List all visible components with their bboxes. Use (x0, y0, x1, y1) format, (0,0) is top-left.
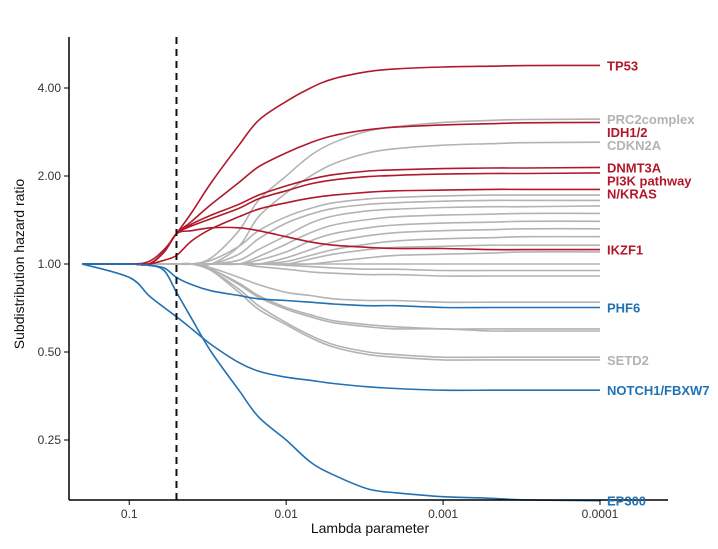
series-line-ikzf1 (82, 226, 600, 266)
series-line-notch1-fbxw7 (81, 263, 600, 392)
series-label: IKZF1 (607, 243, 643, 258)
series-line-pi3k-pathway (82, 172, 601, 266)
neutral-series-group (82, 118, 601, 361)
series-label: PI3K pathway (607, 173, 692, 188)
series-label: TP53 (607, 58, 638, 73)
y-tick-label: 2.00 (38, 169, 62, 183)
y-axis-ticks: 0.25 0.50 1.00 2.00 4.00 (38, 81, 69, 447)
series-line-n-kras (82, 188, 600, 266)
series-label: PRC2complex (607, 112, 695, 127)
series-label: CDKN2A (607, 138, 662, 153)
x-axis-ticks: 0.1 0.01 0.001 0.0001 (121, 500, 619, 521)
series-label: SETD2 (607, 353, 649, 368)
series-line-phf6 (81, 263, 600, 309)
series-label: NOTCH1/FBXW7 (607, 383, 710, 398)
y-tick-label: 4.00 (38, 81, 62, 95)
series-line-setd2 (82, 262, 600, 361)
series-line-unlabeled (82, 262, 600, 359)
x-tick-label: 0.0001 (582, 507, 619, 521)
x-tick-label: 0.001 (428, 507, 458, 521)
y-tick-label: 1.00 (38, 257, 62, 271)
y-tick-label: 0.50 (38, 345, 62, 359)
series-label: EP300 (607, 494, 646, 509)
x-tick-label: 0.01 (274, 507, 298, 521)
series-line-unlabeled (82, 220, 601, 266)
series-line-unlabeled (82, 262, 600, 304)
y-tick-label: 0.25 (38, 433, 62, 447)
x-axis-title: Lambda parameter (311, 520, 430, 536)
series-label: DNMT3A (607, 160, 662, 175)
highlighted-series-group (81, 64, 601, 502)
series-line-cdkn2a (82, 141, 601, 267)
series-label: PHF6 (607, 300, 640, 315)
series-line-tp53 (81, 64, 601, 265)
series-label: N/KRAS (607, 186, 657, 201)
series-label: IDH1/2 (607, 125, 647, 140)
series-line-prc2complex (82, 118, 601, 266)
x-tick-label: 0.1 (121, 507, 138, 521)
series-line-ep300 (81, 263, 601, 502)
y-axis-title: Subdistribution hazard ratio (11, 179, 27, 350)
